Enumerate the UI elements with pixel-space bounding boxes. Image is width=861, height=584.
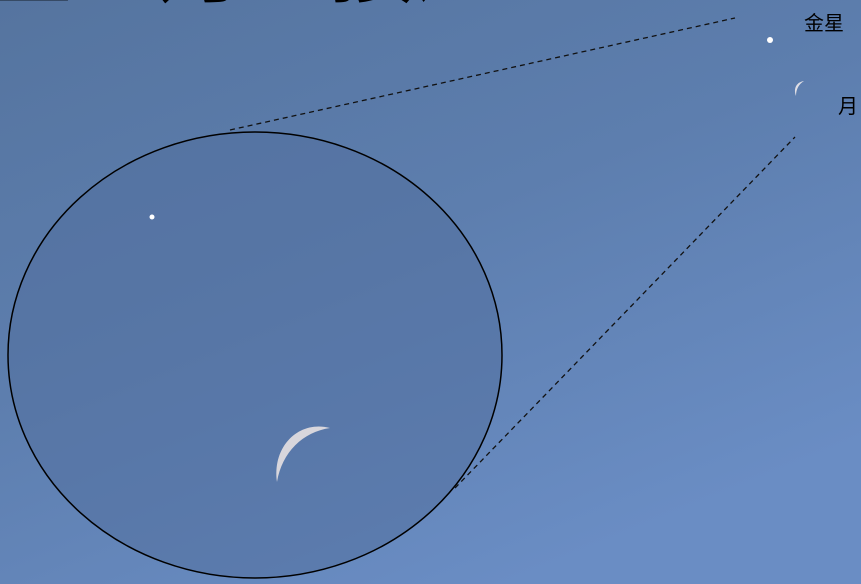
- page: 金星と月が接近 金星 月 (() => { const data = JSON.…: [0, 0, 861, 584]
- title: 金星と月が接近: [0, 0, 502, 15]
- venus: [767, 37, 773, 43]
- sky-photo: 金星と月が接近 金星 月: [0, 0, 861, 584]
- venus: [150, 215, 155, 220]
- moon-label: 月: [838, 94, 858, 118]
- zoom-circle: [8, 132, 502, 578]
- venus-label: 金星: [804, 11, 844, 35]
